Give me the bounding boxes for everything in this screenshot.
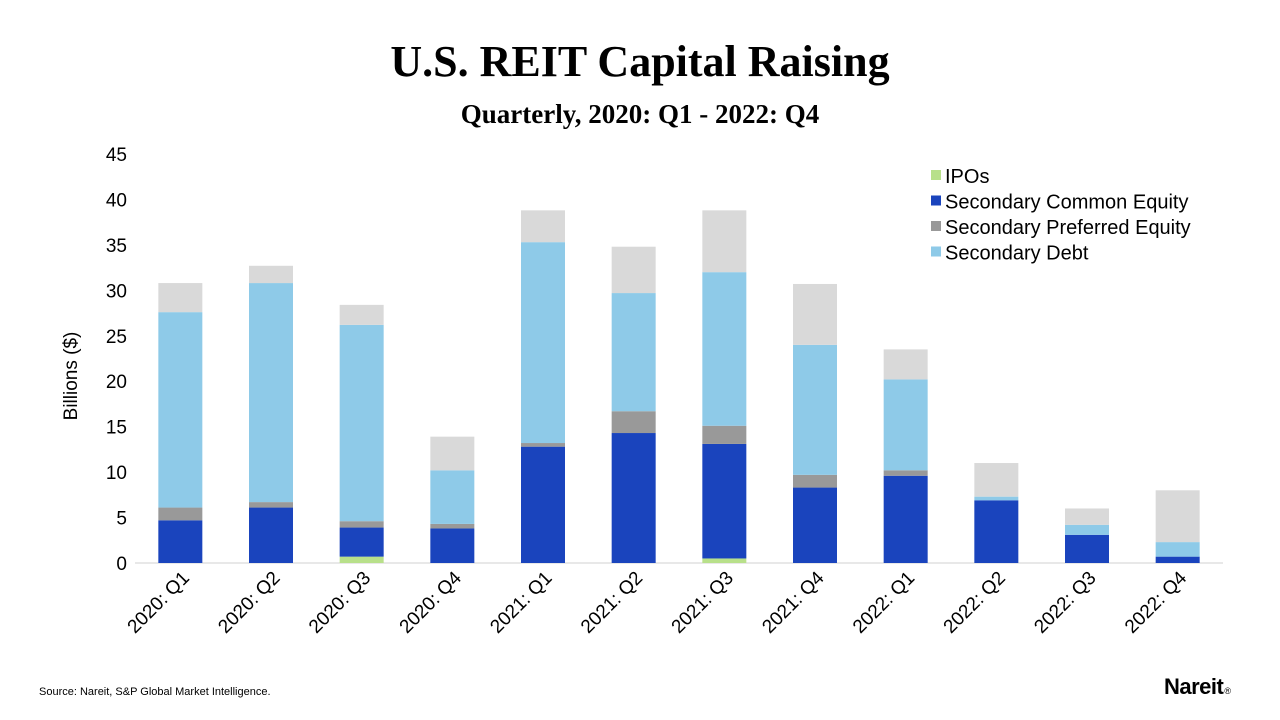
bar-segment: [883, 349, 928, 380]
bar-segment: [1155, 490, 1200, 543]
x-tick-label: 2020: Q1: [124, 568, 194, 638]
logo-registered-mark: ®: [1224, 686, 1231, 696]
x-tick-label: 2021: Q3: [668, 568, 738, 638]
y-tick-label: 30: [106, 281, 127, 302]
x-tick-label: 2021: Q4: [758, 567, 828, 637]
chart-subtitle: Quarterly, 2020: Q1 - 2022: Q4: [460, 99, 820, 129]
y-tick-label: 45: [106, 145, 127, 166]
bar-segment: [521, 242, 565, 444]
y-tick-label: 20: [106, 372, 127, 393]
bar-segment: [339, 556, 384, 563]
bar-segment: [339, 324, 384, 522]
bar-segment: [158, 283, 203, 313]
x-tick-label: 2020: Q3: [305, 568, 375, 638]
legend-swatch: [931, 246, 941, 257]
bar-segment: [702, 558, 747, 563]
legend: IPOs Secondary Common Equity Secondary Pre…: [931, 166, 1191, 265]
bar-segment: [611, 411, 656, 434]
x-tick-label: 2022: Q1: [849, 568, 919, 638]
bar-segment: [158, 507, 203, 521]
legend-label: Secondary Debt: [945, 243, 1089, 265]
legend-swatch: [931, 195, 941, 206]
bar-segment: [249, 283, 293, 503]
bar-segment: [521, 443, 565, 447]
legend-swatch: [931, 170, 941, 180]
bar-segment: [521, 446, 565, 563]
bar-segment: [521, 210, 565, 243]
legend-label: IPOs: [945, 166, 989, 188]
y-axis-title: Billions ($): [61, 332, 82, 421]
nareit-logo: Nareit®: [1164, 674, 1231, 700]
x-tick-label: 2020: Q2: [214, 568, 284, 638]
bar-segment: [249, 502, 293, 508]
bar-segment: [1065, 524, 1109, 535]
bar-segment: [1155, 556, 1200, 563]
legend-label: Secondary Preferred Equity: [945, 217, 1191, 239]
x-tick-label: 2022: Q3: [1030, 568, 1100, 638]
bar-segment: [1065, 508, 1109, 525]
bar-segment: [339, 304, 384, 325]
bar-segment: [974, 496, 1019, 501]
bar-segment: [702, 210, 747, 273]
bar-segment: [702, 443, 747, 559]
bar-segment: [611, 293, 656, 412]
y-tick-label: 35: [106, 236, 127, 257]
bar-segment: [611, 433, 656, 563]
bar-segment: [339, 521, 384, 528]
y-tick-label: 25: [106, 327, 127, 348]
bar-segment: [339, 527, 384, 557]
legend-swatch: [931, 221, 941, 231]
x-tick-label: 2021: Q1: [486, 568, 556, 638]
bar-segment: [883, 379, 928, 471]
bar-segment: [702, 272, 747, 426]
bar-segment: [249, 265, 293, 284]
y-tick-label: 15: [106, 418, 127, 439]
chart-title: U.S. REIT Capital Raising: [390, 37, 890, 86]
bar-segment: [793, 487, 837, 563]
bar-segment: [974, 463, 1019, 497]
y-axis-ticks: 0 5 10 15 20 25 30 35 40 45: [106, 145, 127, 575]
bar-segment: [430, 528, 475, 563]
y-tick-label: 40: [106, 190, 127, 211]
bar-segment: [1065, 534, 1109, 563]
bar-segment: [702, 425, 747, 444]
y-tick-label: 5: [116, 509, 127, 530]
x-tick-label: 2020: Q4: [396, 567, 466, 637]
bar-segment: [883, 475, 928, 563]
bar-segment: [883, 470, 928, 476]
bar-segment: [430, 523, 475, 529]
bar-segment: [793, 283, 837, 345]
y-tick-label: 10: [106, 463, 127, 484]
bar-segment: [158, 520, 203, 563]
source-note: Source: Nareit, S&P Global Market Intell…: [39, 686, 271, 698]
bars: [158, 210, 1200, 563]
bar-segment: [430, 436, 475, 471]
bar-segment: [793, 474, 837, 488]
y-tick-label: 0: [116, 554, 127, 575]
bar-segment: [1155, 542, 1200, 557]
x-axis-ticks: 2020: Q1 2020: Q2 2020: Q3 2020: Q4 2021: Q1…: [124, 567, 1192, 637]
x-tick-label: 2022: Q4: [1121, 567, 1191, 637]
bar-segment: [158, 312, 203, 508]
bar-segment: [793, 344, 837, 475]
x-tick-label: 2022: Q2: [940, 568, 1010, 638]
bar-segment: [974, 500, 1019, 563]
bar-segment: [430, 470, 475, 524]
legend-label: Secondary Common Equity: [945, 192, 1188, 214]
x-tick-label: 2021: Q2: [577, 568, 647, 638]
bar-segment: [611, 246, 656, 294]
logo-text: Nareit: [1164, 674, 1224, 699]
bar-segment: [249, 507, 293, 563]
